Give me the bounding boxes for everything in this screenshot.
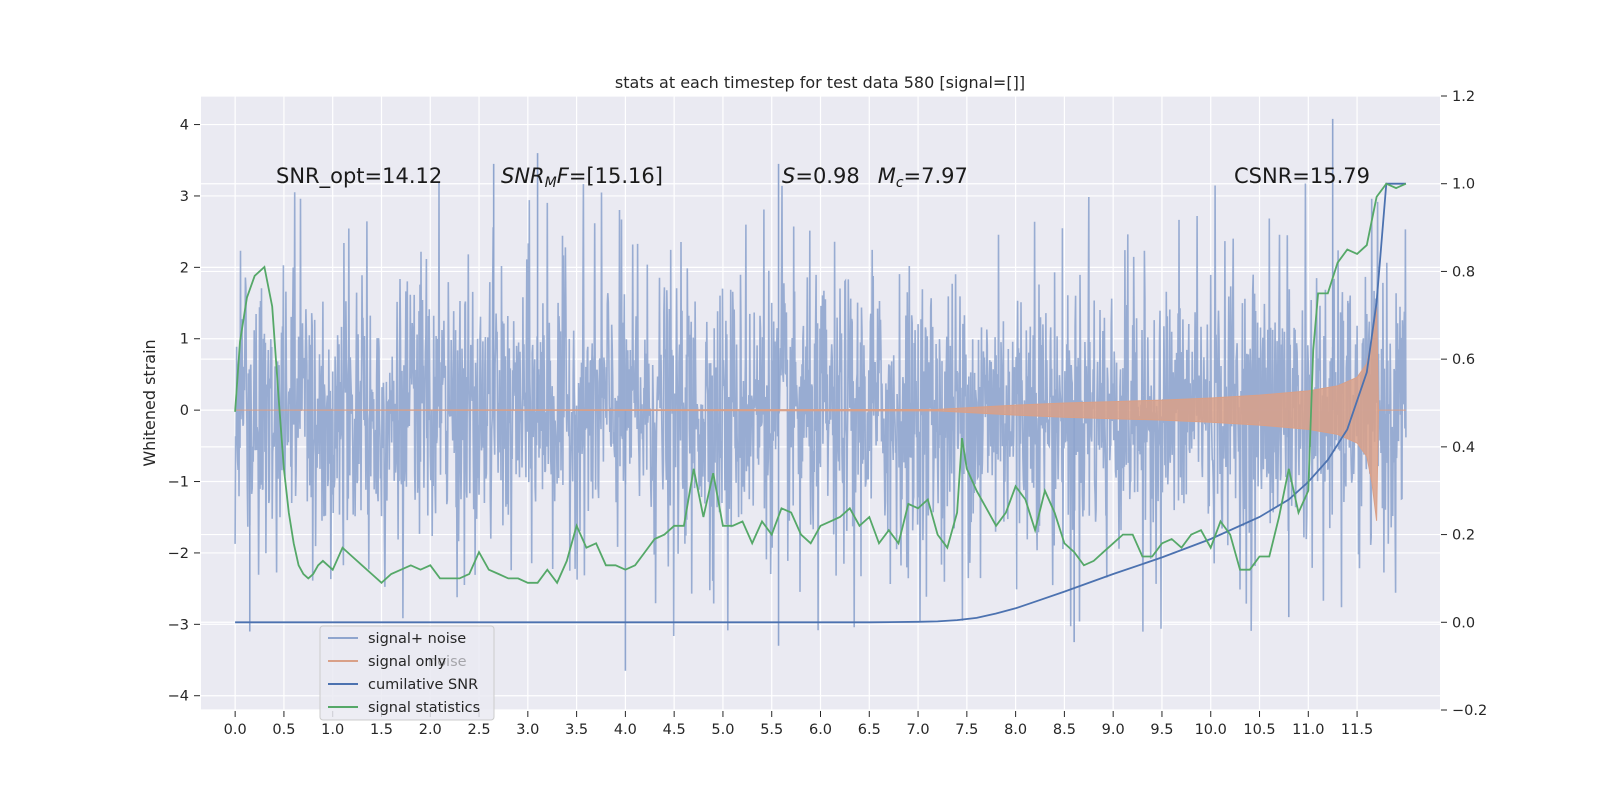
y2-tick-label: 1.2 <box>1452 89 1475 105</box>
y-tick-label: 0 <box>180 403 189 419</box>
y-tick-label: 1 <box>180 332 189 348</box>
x-tick-label: 1.5 <box>370 722 393 738</box>
x-tick-label: 7.5 <box>955 722 978 738</box>
x-tick-label: 3.5 <box>565 722 588 738</box>
y-axis-label: Whitened strain <box>140 339 159 466</box>
series-signal-noise <box>234 182 1407 637</box>
x-tick-label: 4.0 <box>614 722 637 738</box>
x-tick-label: 10.0 <box>1195 722 1227 738</box>
series-signal-statistics <box>234 182 1407 585</box>
y-tick-label: 3 <box>180 189 189 205</box>
y-tick-label: −4 <box>168 689 189 705</box>
y-tick-label: −1 <box>168 475 189 491</box>
y-tick-label: −2 <box>168 546 189 562</box>
annotation-snr-mf: SNRMF=[15.16] <box>501 164 663 191</box>
series-signal-only <box>235 306 1406 521</box>
legend-ghost-text: noise <box>428 654 467 670</box>
x-tick-label: 6.0 <box>809 722 832 738</box>
x-tick-label: 1.0 <box>321 722 344 738</box>
annotation-s-mc: S=0.98 Mc=7.97 <box>782 164 968 191</box>
x-tick-label: 0.5 <box>272 722 295 738</box>
x-tick-label: 0.0 <box>224 722 247 738</box>
x-tick-label: 6.5 <box>858 722 881 738</box>
x-tick-label: 9.0 <box>1102 722 1125 738</box>
axes-layer: 0.0 0.5 1.0 1.5 2.0 2.5 3.0 3.5 4.0 4.5 5.0 5.5 6.0 6… <box>168 89 1488 738</box>
x-tick-label: 11.5 <box>1341 722 1373 738</box>
y-tick-label: −3 <box>168 617 189 633</box>
y2-tick-label: 0.0 <box>1452 615 1475 631</box>
x-tick-label: 7.0 <box>907 722 930 738</box>
legend-label-cumilative-snr: cumilative SNR <box>368 677 478 693</box>
y2-tick-label: 0.2 <box>1452 528 1475 544</box>
y2-tick-label: 0.8 <box>1452 264 1475 280</box>
annotations: SNR_opt=14.12 SNRMF=[15.16] S=0.98 Mc=7.9… <box>276 164 1370 191</box>
x-tick-label: 2.0 <box>419 722 442 738</box>
legend-box <box>319 625 495 721</box>
series-layer <box>234 118 1407 671</box>
x-tick-label: 5.5 <box>760 722 783 738</box>
y2-tick-label: −0.2 <box>1452 703 1487 719</box>
x-tick-label: 9.5 <box>1150 722 1173 738</box>
x-tick-label: 8.5 <box>1053 722 1076 738</box>
legend-label-signal-only: signal only <box>368 654 447 670</box>
x-tick-label: 2.5 <box>468 722 491 738</box>
legend-label-signal-statistics: signal statistics <box>368 700 480 716</box>
x-tick-label: 5.0 <box>711 722 734 738</box>
x-tick-label: 4.5 <box>663 722 686 738</box>
y2-tick-label: 1.0 <box>1452 177 1475 193</box>
legend-label-signal-noise: signal+ noise <box>368 631 466 647</box>
x-tick-label: 3.0 <box>516 722 539 738</box>
annotation-csnr: CSNR=15.79 <box>1234 164 1370 188</box>
x-tick-label: 8.0 <box>1004 722 1027 738</box>
x-tick-label: 10.5 <box>1243 722 1275 738</box>
y2-tick-label: 0.4 <box>1452 440 1475 456</box>
series-cumilative-snr <box>235 182 1406 624</box>
legend: noise signal+ noise signal only cumilati… <box>319 625 495 721</box>
y2-tick-label: 0.6 <box>1452 352 1475 368</box>
y-tick-label: 4 <box>180 118 189 134</box>
annotation-snr-opt: SNR_opt=14.12 <box>276 164 442 189</box>
y-tick-label: 2 <box>180 260 189 276</box>
x-tick-label: 11.0 <box>1292 722 1324 738</box>
chart-title: stats at each timestep for test data 580… <box>615 73 1025 92</box>
